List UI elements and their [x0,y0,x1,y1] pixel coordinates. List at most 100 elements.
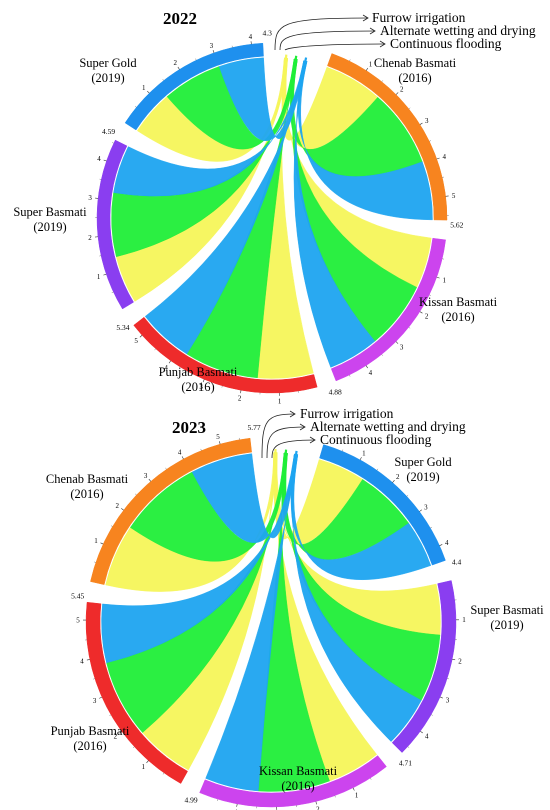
tick-mark [452,658,456,661]
ribbon-super-gold-continuous-flooding [218,57,308,141]
variety-year: (2016) [281,779,314,793]
variety-year: (2019) [91,71,124,85]
legend-leader [284,43,386,51]
tick-mark [212,49,215,53]
minor-tick [342,449,344,452]
variety-total: 4.88 [329,387,342,396]
tick-mark [395,341,399,344]
legend-leader [271,439,316,459]
minor-tick [94,561,96,563]
tick-label: 2 [173,59,177,67]
tick-label: 3 [88,194,92,202]
tick-label: 5 [216,433,220,441]
tick-label: 1 [94,537,98,545]
tick-mark [177,66,180,70]
legend-leader [261,413,296,459]
tick-label: 2 [458,657,462,665]
minor-tick [408,327,411,329]
tick-mark [420,730,423,734]
minor-tick [334,795,336,798]
variety-total: 4.99 [185,795,198,804]
variety-name: Super Basmati [13,205,87,219]
minor-tick [185,370,188,373]
legend-arrow [379,40,386,48]
tick-mark [315,801,317,805]
tick-label: 1 [97,273,101,281]
node-alternate-wetting-and-drying [294,55,298,60]
minor-tick [406,494,409,497]
tick-mark [139,335,143,338]
tick-label: 3 [93,697,97,705]
tick-mark [119,731,122,734]
arc-divider [187,770,200,794]
tick-mark [419,122,423,125]
ribbon-super-basmati-continuous-flooding [291,453,422,742]
tick-mark [99,696,103,699]
minor-tick [429,140,432,142]
variety-super-basmati: 1 2 3 4 4.59 Super Basmati(2019) [13,127,137,310]
ribbon-chenab-basmati-continuous-flooding [297,60,433,221]
minor-tick [370,777,372,780]
variety-name: Super Basmati [470,603,544,617]
minor-tick [408,107,411,110]
variety-arc [199,755,387,808]
minor-tick [110,525,113,527]
tick-label: 4 [164,364,168,372]
minor-tick [165,467,167,470]
minor-tick [111,291,114,293]
variety-arc [330,237,446,382]
variety-total: 4.59 [102,127,115,136]
variety-name: Kissan Basmati [419,295,498,309]
ribbon-super-basmati-alternate-wetting-and-drying [111,58,298,258]
chart-title: 2023 [172,418,206,437]
arc-divider [122,306,144,322]
tick-mark [436,157,440,160]
variety-super-basmati: 1 2 3 4 4.71 Super Basmati(2019) [380,580,544,768]
tick-mark [419,509,423,512]
minor-tick [112,142,114,144]
legend-arrow [362,14,369,22]
minor-tick [429,294,431,296]
arc-divider [427,228,453,231]
tick-mark [439,544,443,546]
minor-tick [93,678,95,680]
variety-arc [124,42,264,131]
variety-year: (2016) [70,487,103,501]
arc-divider [114,127,137,142]
minor-tick [221,385,223,388]
tick-label: 2 [396,473,400,481]
legend-item-furrow-irrigation: Furrow irrigation [372,10,466,25]
tick-label: 4 [369,369,373,377]
arc-divider [320,366,330,391]
variety-year: (2016) [73,739,106,753]
variety-name: Super Gold [394,455,452,469]
tick-label: 2 [238,395,242,403]
legend-arrow [369,27,376,35]
variety-punjab-basmati: 1 2 3 4 5 5.34 Punjab Basmati(2016) [116,306,318,405]
tick-label: 5 [452,192,456,200]
arc-divider [429,568,455,577]
variety-name: Kissan Basmati [259,764,338,778]
tick-label: 2 [88,234,92,242]
tick-label: 2 [114,733,118,741]
tick-label: 3 [144,472,148,480]
minor-tick [430,526,433,529]
variety-chenab-basmati: 1 2 3 4 5 5.77 Chenab Basmati(2016) [46,423,263,585]
tick-label: 1 [442,276,446,284]
tick-label: 1 [462,616,466,624]
minor-tick [134,106,137,108]
legend-arrow [309,436,316,444]
tick-mark [419,311,423,314]
ribbon-punjab-basmati-continuous-flooding [101,453,299,664]
tick-label: 3 [400,344,404,352]
tick-label: 3 [425,117,429,125]
ribbons [111,57,433,379]
variety-super-gold: 1 2 3 4 4.4 Super Gold(2019) [319,444,461,577]
tick-mark [181,456,184,460]
tick-label: 4 [425,732,429,740]
tick-label: 2 [116,502,120,510]
minor-tick [407,746,410,748]
